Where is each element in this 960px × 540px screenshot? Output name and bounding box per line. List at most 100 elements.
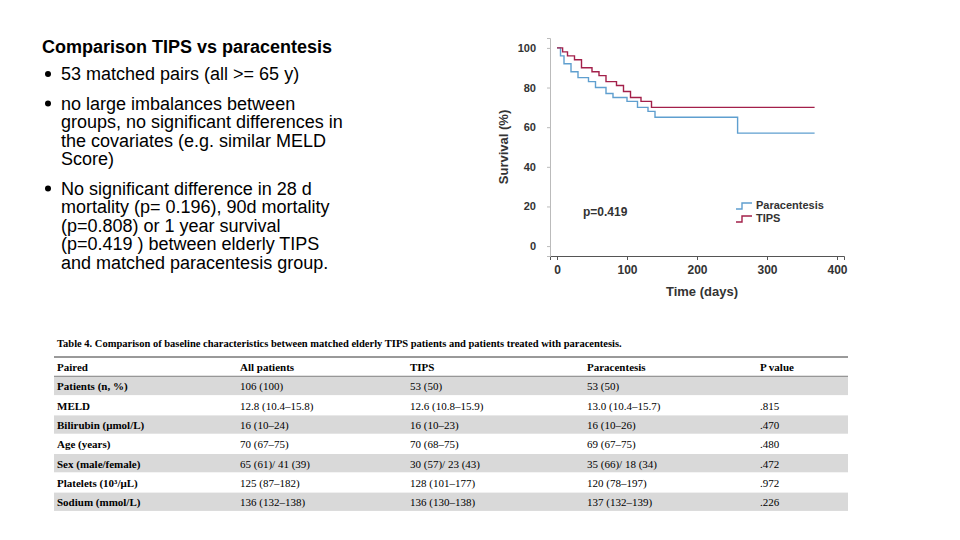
y-tick-mark xyxy=(547,246,550,247)
table-cell: .815 xyxy=(760,400,780,412)
table-cell: 136 (132–138) xyxy=(240,496,305,509)
table-header-cell: Paracentesis xyxy=(587,361,646,373)
table-cell: 16 (10–26) xyxy=(587,419,636,432)
x-tick: 300 xyxy=(757,256,777,277)
bullet-text: Score) xyxy=(61,149,114,169)
table-cell: .226 xyxy=(760,496,780,508)
table-header-cell: P value xyxy=(760,361,794,373)
x-tick-mark xyxy=(627,256,628,260)
table-row-band xyxy=(54,377,848,395)
slide-title: Comparison TIPS vs paracentesis xyxy=(42,37,332,57)
y-axis-line xyxy=(547,39,551,257)
bullet-text: (p=0.419 ) between elderly TIPS xyxy=(61,234,319,254)
table-cell: 70 (68–75) xyxy=(410,438,459,451)
x-tick-mark xyxy=(837,256,838,260)
table-cell: 16 (10–23) xyxy=(410,419,459,432)
table-cell: .972 xyxy=(760,477,779,489)
table-cell: 120 (78–197) xyxy=(587,477,647,490)
y-tick: 100 xyxy=(518,42,550,54)
bullet-text: the covariates (e.g. similar MELD xyxy=(61,131,326,151)
bullet-text: 53 matched pairs (all >= 65 y) xyxy=(61,64,299,84)
table-rule xyxy=(54,376,848,377)
table-cell: .480 xyxy=(760,438,780,450)
table-header-cell: Paired xyxy=(57,361,88,373)
table-cell: 69 (67–75) xyxy=(587,438,636,451)
table-rule xyxy=(54,357,848,358)
y-tick: 40 xyxy=(524,161,550,173)
table-cell: 70 (67–75) xyxy=(240,438,289,451)
table-row-band xyxy=(54,454,848,472)
legend: ParacentesisTIPS xyxy=(736,199,824,224)
bullet-text: groups, no significant differences in xyxy=(61,112,343,132)
table-cell: 13.0 (10.4–15.7) xyxy=(587,400,661,413)
y-axis: 0 20 40 60 80 100 xyxy=(518,39,551,257)
survival-line xyxy=(557,48,815,107)
x-tick: 0 xyxy=(554,256,561,277)
y-axis-title: Survival (%) xyxy=(496,110,511,184)
legend-label: TIPS xyxy=(756,212,780,224)
table-header-cell: TIPS xyxy=(410,361,434,373)
y-tick-label: 80 xyxy=(524,82,536,94)
table-cell: Age (years) xyxy=(57,438,111,451)
survival-line xyxy=(557,48,815,133)
chart: 0100200300400020406080100Time (days)Surv… xyxy=(496,39,848,300)
p-value-annotation: p=0.419 xyxy=(583,205,628,219)
table-cell: 16 (10–24) xyxy=(240,419,289,432)
x-tick-mark xyxy=(767,256,768,260)
y-tick-label: 0 xyxy=(530,240,536,252)
y-tick-mark xyxy=(547,88,550,89)
x-axis: 0 100 200 300 400 xyxy=(551,256,848,277)
x-tick-label: 400 xyxy=(827,263,847,277)
table: Table 4. Comparison of baseline characte… xyxy=(54,338,848,511)
x-tick: 100 xyxy=(617,256,637,277)
table-cell: Platelets (10³/μL) xyxy=(57,477,138,490)
table-cell: 136 (130–138) xyxy=(410,496,475,509)
table-cell: 125 (87–182) xyxy=(240,477,300,490)
table-cell: 137 (132–139) xyxy=(587,496,652,509)
table-cell: 106 (100) xyxy=(240,380,283,393)
table-caption: Table 4. Comparison of baseline characte… xyxy=(57,338,622,349)
table-cell: .470 xyxy=(760,419,780,431)
table-header-cell: All patients xyxy=(240,361,295,373)
table-cell: 65 (61)/ 41 (39) xyxy=(240,458,310,471)
table-cell: 12.8 (10.4–15.8) xyxy=(240,400,314,413)
x-tick: 200 xyxy=(687,256,707,277)
bullet-dot xyxy=(45,71,51,77)
table-cell: Sodium (mmol/L) xyxy=(57,496,141,509)
y-tick-mark xyxy=(547,167,550,168)
y-tick-mark xyxy=(547,127,550,128)
table-row-band xyxy=(54,415,848,433)
y-tick: 60 xyxy=(524,121,550,133)
table-cell: Patients (n, %) xyxy=(57,380,128,393)
legend-label: Paracentesis xyxy=(756,199,824,211)
y-tick-label: 20 xyxy=(524,200,536,212)
y-tick-label: 40 xyxy=(524,161,536,173)
plot-lines xyxy=(557,48,815,133)
y-tick-label: 60 xyxy=(524,121,536,133)
x-axis-line xyxy=(551,257,845,261)
table-cell: 35 (66)/ 18 (34) xyxy=(587,458,657,471)
table-cell: Sex (male/female) xyxy=(57,458,141,471)
table-row-band xyxy=(54,493,848,511)
bullet-text: and matched paracentesis group. xyxy=(61,253,328,273)
x-tick: 400 xyxy=(827,256,847,277)
bullet-dot xyxy=(45,101,51,107)
bullet-text: No significant difference in 28 d xyxy=(61,179,312,199)
y-tick: 20 xyxy=(524,200,550,212)
table-cell: 53 (50) xyxy=(587,380,619,393)
table-cell: Bilirubin (μmol/L) xyxy=(57,419,145,432)
bullet-dot xyxy=(45,186,51,192)
x-tick-label: 0 xyxy=(554,263,561,277)
y-tick-label: 100 xyxy=(518,42,536,54)
bullet-text: mortality (p= 0.196), 90d mortality xyxy=(61,197,330,217)
legend-symbol xyxy=(736,203,752,209)
table-cell: 12.6 (10.8–15.9) xyxy=(410,400,484,413)
x-tick-label: 100 xyxy=(617,263,637,277)
x-tick-label: 300 xyxy=(757,263,777,277)
x-tick-label: 200 xyxy=(687,263,707,277)
legend-symbol xyxy=(736,216,752,222)
table-cell: 128 (101–177) xyxy=(410,477,475,490)
x-tick-mark xyxy=(697,256,698,260)
table-cell: 53 (50) xyxy=(410,380,442,393)
table-cell: MELD xyxy=(57,400,90,412)
